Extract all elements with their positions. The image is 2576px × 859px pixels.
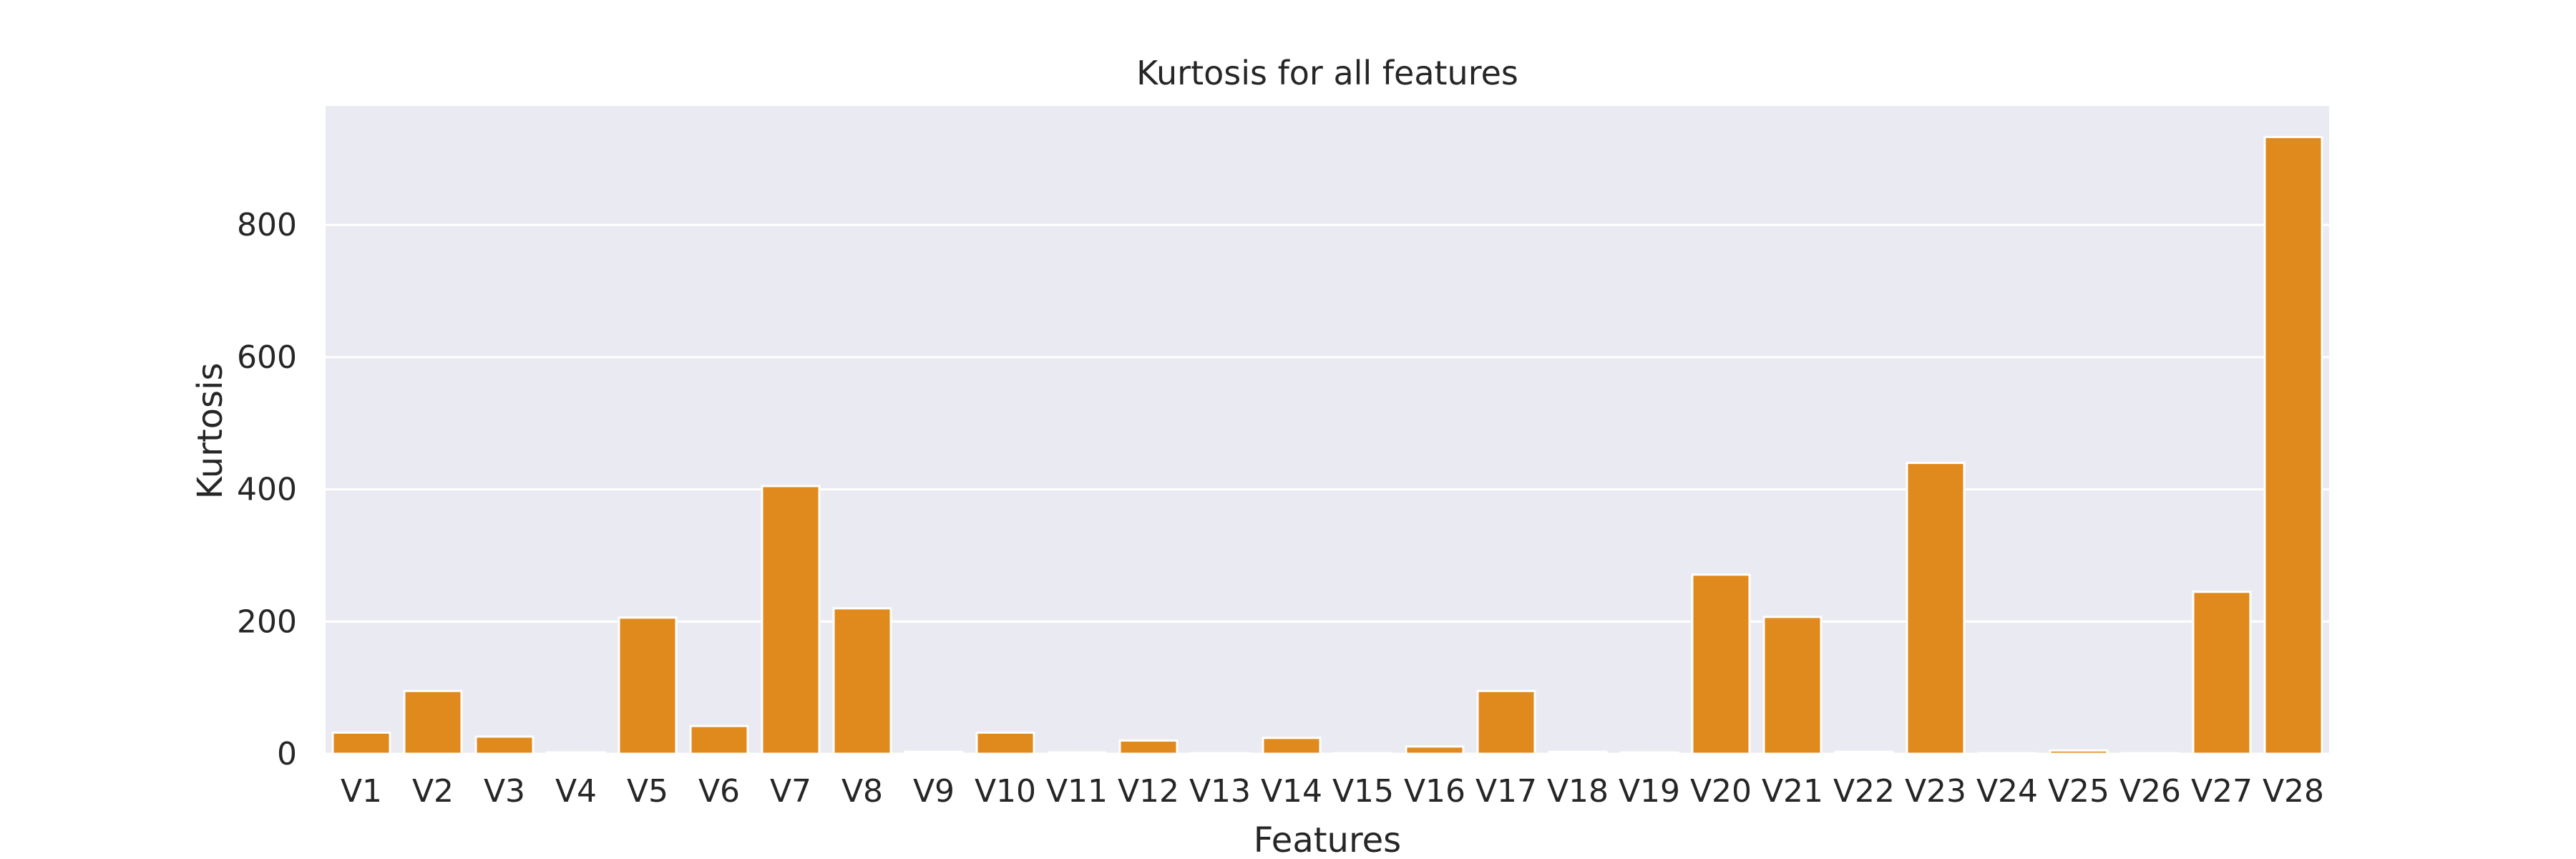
x-tick-labels: V1 V2 V3 V4 V5 V6 V7 V8 V9 V10 V11 V12 V13 V14 V15 V16 V… bbox=[341, 773, 2324, 810]
bar-v20 bbox=[1691, 573, 1751, 755]
x-tick-label: V11 bbox=[1046, 773, 1108, 810]
x-tick-label: V24 bbox=[1976, 773, 2038, 810]
x-tick-label: V16 bbox=[1404, 773, 1465, 810]
x-tick-label: V23 bbox=[1905, 773, 1966, 810]
x-tick-label: V13 bbox=[1189, 773, 1251, 810]
x-tick-label: V26 bbox=[2119, 773, 2181, 810]
bar-v1 bbox=[331, 731, 391, 755]
y-tick-label: 600 bbox=[237, 339, 297, 376]
x-tick-label: V7 bbox=[770, 773, 811, 810]
bar-v23 bbox=[1906, 462, 1966, 755]
bar-v14 bbox=[1262, 737, 1322, 755]
bar-v4 bbox=[546, 751, 606, 755]
bar-v5 bbox=[618, 616, 678, 755]
x-tick-label: V18 bbox=[1547, 773, 1609, 810]
x-tick-label: V1 bbox=[341, 773, 382, 810]
bar-v17 bbox=[1476, 689, 1536, 755]
bar-v2 bbox=[403, 689, 463, 755]
bar-v8 bbox=[832, 607, 892, 755]
x-tick-label: V25 bbox=[2048, 773, 2109, 810]
bar-v27 bbox=[2192, 591, 2252, 755]
y-tick-label: 0 bbox=[277, 736, 297, 772]
y-tick-label: 800 bbox=[237, 207, 297, 243]
bars bbox=[331, 135, 2323, 755]
x-tick-label: V9 bbox=[913, 773, 955, 810]
x-tick-label: V5 bbox=[627, 773, 668, 810]
bar-v15 bbox=[1333, 752, 1393, 755]
bar-v22 bbox=[1834, 750, 1894, 755]
x-tick-label: V12 bbox=[1118, 773, 1179, 810]
x-tick-label: V8 bbox=[841, 773, 883, 810]
y-tick-label: 200 bbox=[237, 603, 297, 640]
x-tick-label: V10 bbox=[975, 773, 1036, 810]
bar-v11 bbox=[1047, 751, 1107, 755]
y-tick-labels: 0 200 400 600 800 bbox=[237, 207, 297, 772]
x-tick-label: V17 bbox=[1475, 773, 1537, 810]
bar-v13 bbox=[1190, 752, 1250, 755]
x-tick-label: V3 bbox=[484, 773, 525, 810]
x-axis-label: Features bbox=[1254, 820, 1401, 859]
bar-v18 bbox=[1548, 750, 1608, 755]
x-tick-label: V15 bbox=[1332, 773, 1394, 810]
chart-title: Kurtosis for all features bbox=[1136, 54, 1518, 92]
bar-v21 bbox=[1762, 616, 1823, 755]
bar-v16 bbox=[1405, 745, 1465, 755]
y-tick-label: 400 bbox=[237, 472, 297, 508]
bar-v10 bbox=[975, 731, 1035, 755]
bar-v24 bbox=[1977, 752, 2037, 755]
x-tick-label: V2 bbox=[412, 773, 454, 810]
x-tick-label: V19 bbox=[1619, 773, 1680, 810]
bar-v19 bbox=[1619, 751, 1679, 755]
x-tick-label: V6 bbox=[698, 773, 740, 810]
bar-v28 bbox=[2263, 135, 2323, 755]
bar-v7 bbox=[761, 485, 821, 755]
bar-v3 bbox=[474, 735, 535, 755]
x-tick-label: V21 bbox=[1762, 773, 1823, 810]
x-tick-label: V20 bbox=[1690, 773, 1752, 810]
x-tick-label: V14 bbox=[1261, 773, 1322, 810]
bar-v9 bbox=[904, 750, 964, 755]
y-axis-label: Kurtosis bbox=[190, 363, 230, 500]
x-tick-label: V22 bbox=[1833, 773, 1895, 810]
x-tick-label: V27 bbox=[2191, 773, 2253, 810]
bar-v12 bbox=[1118, 739, 1179, 755]
bar-v26 bbox=[2120, 752, 2180, 755]
x-tick-label: V28 bbox=[2263, 773, 2324, 810]
bar-v6 bbox=[689, 724, 749, 755]
x-tick-label: V4 bbox=[555, 773, 597, 810]
bar-v25 bbox=[2049, 749, 2109, 755]
